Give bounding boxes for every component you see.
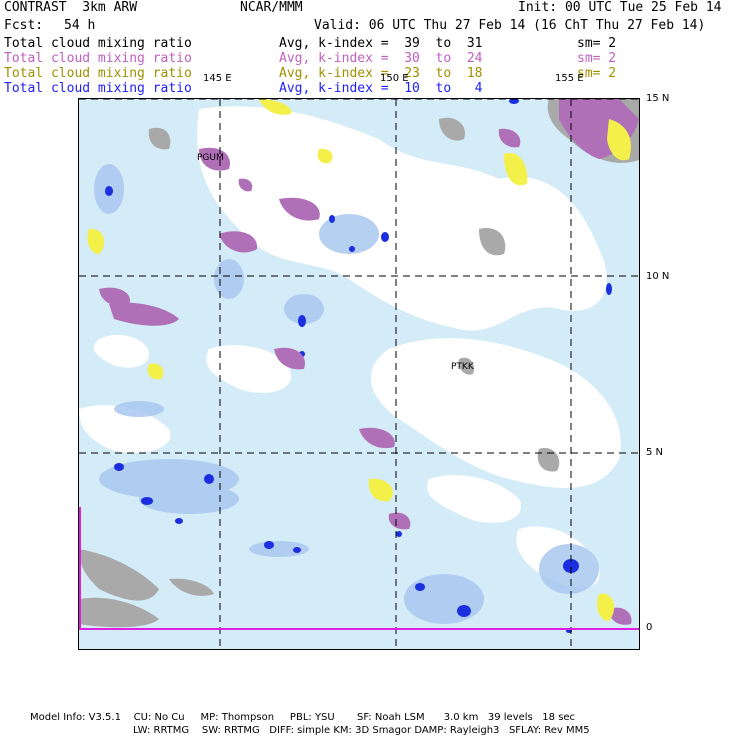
- valid-time: Valid: 06 UTC Thu 27 Feb 14 (16 ChT Thu …: [314, 18, 706, 33]
- purple-cloud-layer: [99, 99, 639, 625]
- lat-label-15n: 15 N: [646, 93, 670, 104]
- model-name: CONTRAST 3km ARW: [4, 0, 138, 15]
- map-panel: PGUM PTKK: [78, 98, 640, 650]
- legend-avg-1: Avg, k-index = 39 to 31: [279, 36, 483, 51]
- legend-avg-4: Avg, k-index = 10 to 4: [279, 81, 483, 96]
- model-info-line1: Model Info: V3.5.1 CU: No Cu MP: Thompso…: [30, 712, 576, 723]
- station-label-pgum: PGUM: [197, 153, 224, 163]
- legend-field-1: Total cloud mixing ratio: [4, 36, 192, 51]
- station-label-ptkk: PTKK: [451, 362, 474, 372]
- legend-avg-2: Avg, k-index = 30 to 24: [279, 51, 483, 66]
- lat-label-0: 0: [646, 622, 653, 633]
- lon-label-155: 155 E: [555, 73, 584, 84]
- lat-label-10n: 10 N: [646, 271, 670, 282]
- lat-label-5n: 5 N: [646, 447, 664, 458]
- legend-sm-3: sm= 2: [577, 66, 617, 81]
- domain-boundary-line: [79, 507, 639, 630]
- model-info-line2: LW: RRTMG SW: RRTMG DIFF: simple KM: 3D …: [133, 725, 590, 736]
- cloud-field-map: [79, 99, 639, 649]
- init-time: Init: 00 UTC Tue 25 Feb 14: [518, 0, 722, 15]
- organization: NCAR/MMM: [240, 0, 303, 15]
- lat-lon-grid: [79, 99, 639, 649]
- legend-avg-3: Avg, k-index = 23 to 18: [279, 66, 483, 81]
- legend-field-2: Total cloud mixing ratio: [4, 51, 192, 66]
- mid-blue-cloud-layer: [94, 164, 599, 624]
- forecast-label: Fcst:: [4, 18, 44, 33]
- legend-sm-2: sm= 2: [577, 51, 617, 66]
- forecast-hours: 54 h: [64, 18, 96, 33]
- lon-label-145: 145 E: [203, 73, 232, 84]
- legend-field-3: Total cloud mixing ratio: [4, 66, 192, 81]
- yellow-cloud-layer: [87, 99, 631, 621]
- clear-sky-areas: [79, 106, 621, 588]
- legend-field-4: Total cloud mixing ratio: [4, 81, 192, 96]
- lon-label-150: 150 E: [380, 73, 409, 84]
- deep-blue-cloud-cores: [105, 99, 612, 633]
- legend-sm-1: sm= 2: [577, 36, 617, 51]
